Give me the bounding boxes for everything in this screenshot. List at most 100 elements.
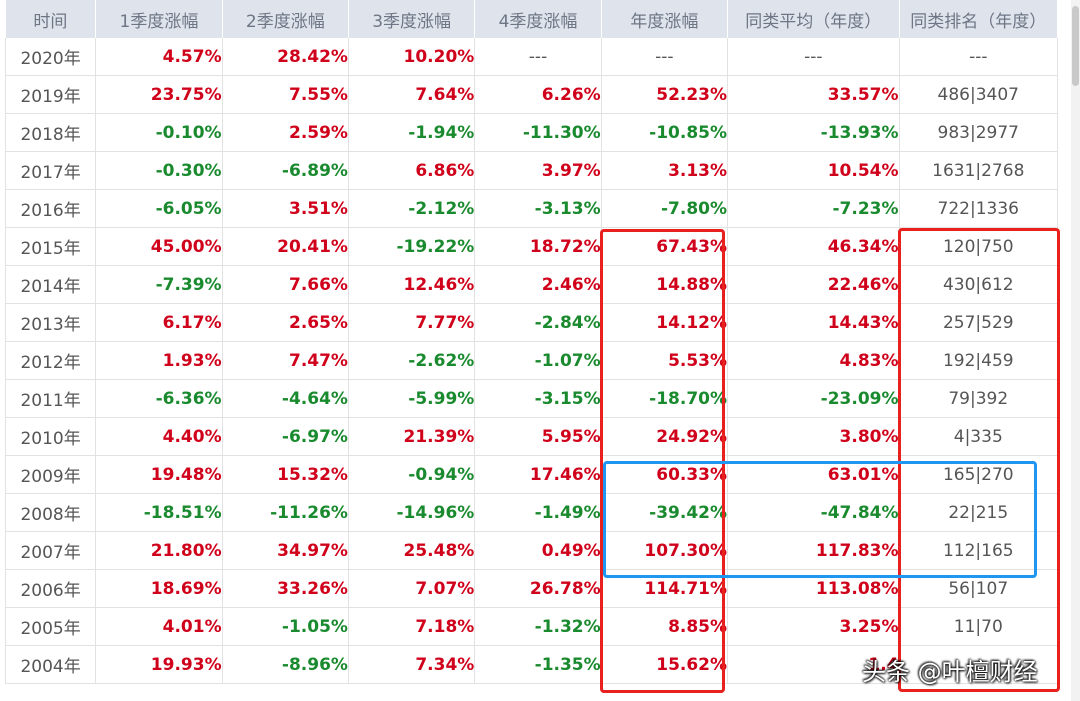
table-row: 2010年 4.40% -6.97% 21.39% 5.95% 24.92% 3.80% 4|… [4,417,1059,456]
cell-avg: -13.93% [727,113,900,152]
cell-q4: -1.35% [474,645,602,684]
cell-annual: -7.80% [601,189,729,228]
scrollbar-thumb[interactable] [1072,6,1079,86]
header-q1[interactable]: 1季度涨幅 [95,0,223,38]
cell-avg: -23.09% [727,379,900,418]
cell-rank: 112|165 [899,531,1059,570]
cell-q3: -1.94% [348,113,476,152]
table-row: 2014年 -7.39% 7.66% 12.46% 2.46% 14.88% 22.46% 4… [4,265,1059,304]
cell-q2: 7.66% [222,265,349,304]
header-q4[interactable]: 4季度涨幅 [474,0,602,38]
cell-annual: 15.62% [601,645,729,684]
cell-year: 2005年 [4,607,97,646]
cell-q4: -2.84% [474,303,602,342]
header-q3[interactable]: 3季度涨幅 [348,0,476,38]
cell-year: 2018年 [4,113,97,152]
cell-q3: 7.77% [348,303,476,342]
cell-q1: 21.80% [95,531,223,570]
cell-q3: -14.96% [348,493,476,532]
cell-rank [899,645,1059,684]
table-row: 2007年 21.80% 34.97% 25.48% 0.49% 107.30% 117.8… [4,531,1059,570]
cell-avg: 117.83% [727,531,900,570]
cell-q1: -7.39% [95,265,223,304]
header-q2[interactable]: 2季度涨幅 [222,0,349,38]
cell-avg: 33.57% [727,75,900,114]
cell-q3: 7.34% [348,645,476,684]
cell-q2: -6.97% [222,417,349,456]
watermark-text: 头条 @叶檀财经 [862,658,1038,686]
cell-avg: 46.34% [727,227,900,266]
cell-q4: 2.46% [474,265,602,304]
cell-avg: 3.25% [727,607,900,646]
cell-q1: -0.10% [95,113,223,152]
cell-rank: 22|215 [899,493,1059,532]
cell-q4: -3.13% [474,189,602,228]
cell-q2: 33.26% [222,569,349,608]
cell-year: 2014年 [4,265,97,304]
cell-q3: 7.64% [348,75,476,114]
table-row: 2013年 6.17% 2.65% 7.77% -2.84% 14.12% 14.43% 25… [4,303,1059,342]
quarterly-performance-table: 时间 1季度涨幅 2季度涨幅 3季度涨幅 4季度涨幅 年度涨幅 同类平均（年度）… [4,0,1059,684]
cell-q4: 17.46% [474,455,602,494]
cell-year: 2008年 [4,493,97,532]
table-row: 2018年 -0.10% 2.59% -1.94% -11.30% -10.85% -13.… [4,113,1059,152]
cell-year: 2020年 [4,38,97,76]
cell-rank: 192|459 [899,341,1059,380]
cell-annual: --- [601,38,729,76]
cell-year: 2009年 [4,455,97,494]
cell-q2: 2.59% [222,113,349,152]
cell-avg: 1.4 [727,645,900,684]
cell-annual: 52.23% [601,75,729,114]
cell-rank: --- [899,38,1059,76]
table-row: 2019年 23.75% 7.55% 7.64% 6.26% 52.23% 33.57% 48… [4,75,1059,114]
cell-annual: 67.43% [601,227,729,266]
cell-q1: 4.57% [95,38,223,76]
vertical-scrollbar[interactable] [1071,0,1080,701]
cell-q4: 6.26% [474,75,602,114]
cell-q1: -18.51% [95,493,223,532]
cell-annual: 107.30% [601,531,729,570]
cell-q1: 19.48% [95,455,223,494]
cell-year: 2012年 [4,341,97,380]
cell-q4: 3.97% [474,151,602,190]
table-body: 2020年 4.57% 28.42% 10.20% --- --- --- --- 2019年 2… [4,38,1059,684]
cell-rank: 257|529 [899,303,1059,342]
cell-rank: 120|750 [899,227,1059,266]
cell-year: 2011年 [4,379,97,418]
cell-year: 2010年 [4,417,97,456]
cell-rank: 722|1336 [899,189,1059,228]
cell-q4: -11.30% [474,113,602,152]
cell-annual: 60.33% [601,455,729,494]
cell-rank: 430|612 [899,265,1059,304]
cell-annual: 114.71% [601,569,729,608]
cell-q2: -1.05% [222,607,349,646]
table-row: 2005年 4.01% -1.05% 7.18% -1.32% 8.85% 3.25% 11|… [4,607,1059,646]
cell-rank: 79|392 [899,379,1059,418]
cell-q3: -2.62% [348,341,476,380]
cell-year: 2013年 [4,303,97,342]
cell-annual: -18.70% [601,379,729,418]
cell-q1: -6.05% [95,189,223,228]
cell-year: 2016年 [4,189,97,228]
cell-q1: 6.17% [95,303,223,342]
cell-annual: -39.42% [601,493,729,532]
cell-q1: 1.93% [95,341,223,380]
table-row: 2020年 4.57% 28.42% 10.20% --- --- --- --- [4,38,1059,76]
cell-q1: 4.40% [95,417,223,456]
header-time[interactable]: 时间 [5,0,97,38]
cell-avg: 113.08% [727,569,900,608]
cell-annual: 24.92% [601,417,729,456]
table-header-row: 时间 1季度涨幅 2季度涨幅 3季度涨幅 4季度涨幅 年度涨幅 同类平均（年度）… [5,0,1059,38]
cell-year: 2019年 [4,75,97,114]
header-annual[interactable]: 年度涨幅 [601,0,729,38]
cell-q2: 20.41% [222,227,349,266]
cell-rank: 1631|2768 [899,151,1059,190]
header-peer-rank[interactable]: 同类排名（年度） [899,0,1059,38]
table-row: 2004年 19.93% -8.96% 7.34% -1.35% 15.62% 1.4 [4,645,1059,684]
cell-annual: 14.12% [601,303,729,342]
cell-q4: -3.15% [474,379,602,418]
cell-q4: 26.78% [474,569,602,608]
cell-q3: 7.18% [348,607,476,646]
header-peer-average[interactable]: 同类平均（年度） [727,0,900,38]
cell-q1: 4.01% [95,607,223,646]
